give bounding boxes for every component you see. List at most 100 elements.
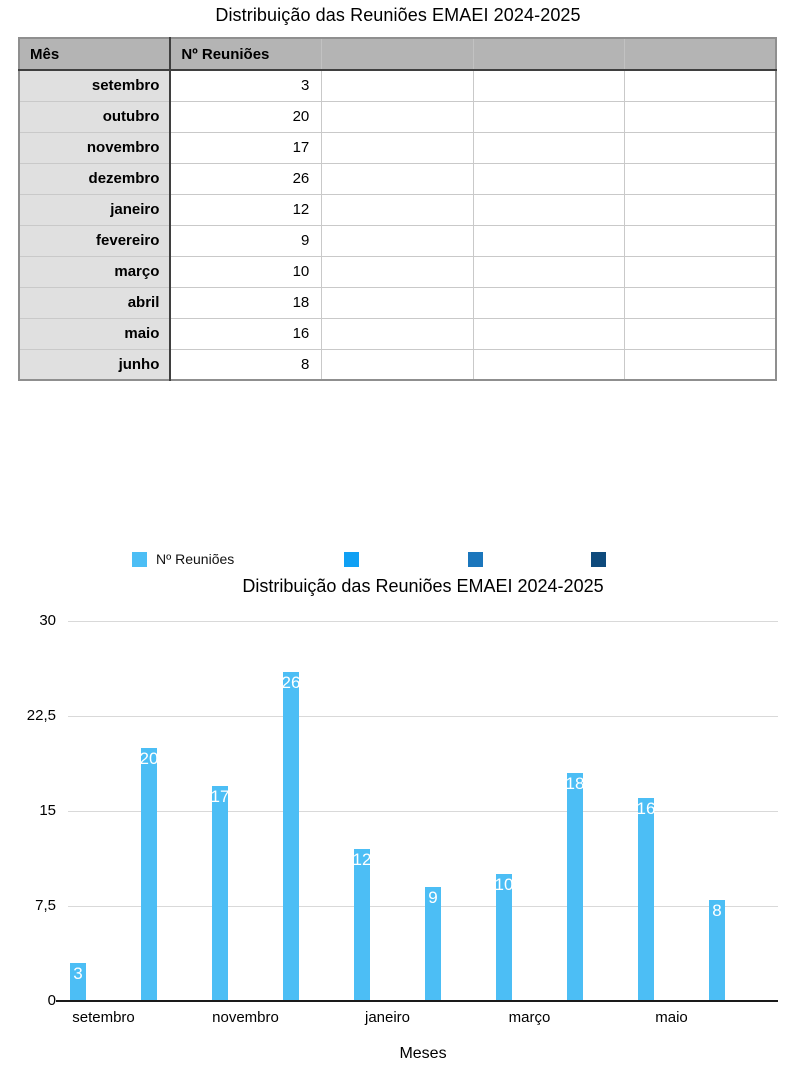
table-row: setembro 3 [18,69,777,102]
header-cell-empty[interactable] [473,38,626,71]
empty-cell[interactable] [624,131,777,164]
bar[interactable] [70,963,86,1001]
empty-cell[interactable] [624,255,777,288]
empty-cell[interactable] [321,255,474,288]
plot-area: 3 20 17 26 12 9 10 18 16 8 [68,621,778,1001]
empty-cell[interactable] [472,255,626,288]
table-row: novembro 17 [18,131,777,164]
legend-swatch[interactable] [468,552,483,567]
empty-cell[interactable] [472,348,626,381]
month-cell[interactable]: abril [18,286,172,319]
empty-cell[interactable] [472,224,626,257]
bar[interactable] [212,786,228,1001]
month-cell[interactable]: junho [18,348,172,381]
y-tick-label: 0 [47,992,56,1009]
empty-cell[interactable] [624,224,777,257]
y-tick-label: 22,5 [26,707,56,724]
x-tick-label: janeiro [364,1009,411,1026]
empty-cell[interactable] [321,317,474,350]
count-cell[interactable]: 26 [169,162,323,195]
bar[interactable] [709,900,725,1001]
empty-cell[interactable] [321,193,474,226]
empty-cell[interactable] [472,162,626,195]
bar[interactable] [354,849,370,1001]
x-tick-label: maio [655,1009,688,1026]
bar[interactable] [638,798,654,1001]
count-cell[interactable]: 9 [169,224,323,257]
count-cell[interactable]: 16 [169,317,323,350]
y-tick-label: 30 [39,612,56,629]
bar[interactable] [425,887,441,1001]
data-table: Mês Nº Reuniões setembro 3 outubro 20 novemb… [18,37,777,381]
table-row: janeiro 12 [18,193,777,226]
table-row: abril 18 [18,286,777,319]
header-cell-empty[interactable] [624,38,777,71]
y-tick-label: 15 [39,802,56,819]
month-cell[interactable]: maio [18,317,172,350]
count-cell[interactable]: 12 [169,193,323,226]
bar[interactable] [567,773,583,1001]
legend-swatch[interactable] [132,552,147,567]
count-cell[interactable]: 20 [169,100,323,133]
legend-label: Nº Reuniões [156,551,235,567]
x-axis-title: Meses [399,1045,447,1062]
empty-cell[interactable] [624,193,777,226]
x-axis-line [56,1000,778,1002]
month-cell[interactable]: março [18,255,172,288]
table-row: fevereiro 9 [18,224,777,257]
y-tick-label: 7,5 [35,897,56,914]
count-cell[interactable]: 18 [169,286,323,319]
month-cell[interactable]: dezembro [18,162,172,195]
empty-cell[interactable] [472,69,626,102]
table-body: setembro 3 outubro 20 novembro 17 dezembro 26 ja… [18,69,777,381]
empty-cell[interactable] [472,131,626,164]
empty-cell[interactable] [624,286,777,319]
x-tick-label: setembro [72,1009,135,1026]
empty-cell[interactable] [624,69,777,102]
x-tick-label: março [508,1009,551,1026]
count-cell[interactable]: 10 [169,255,323,288]
legend-swatch[interactable] [591,552,606,567]
month-cell[interactable]: setembro [18,69,172,102]
empty-cell[interactable] [321,100,474,133]
header-cell-reunioes[interactable]: Nº Reuniões [170,38,323,71]
empty-cell[interactable] [321,131,474,164]
month-cell[interactable]: janeiro [18,193,172,226]
header-cell-empty[interactable] [321,38,474,71]
month-cell[interactable]: fevereiro [18,224,172,257]
month-cell[interactable]: outubro [18,100,172,133]
empty-cell[interactable] [321,224,474,257]
empty-cell[interactable] [472,193,626,226]
table-row: outubro 20 [18,100,777,133]
empty-cell[interactable] [321,348,474,381]
empty-cell[interactable] [472,286,626,319]
empty-cell[interactable] [472,100,626,133]
empty-cell[interactable] [321,286,474,319]
count-cell[interactable]: 3 [169,69,323,102]
empty-cell[interactable] [624,317,777,350]
empty-cell[interactable] [624,100,777,133]
gridline [68,716,778,717]
empty-cell[interactable] [472,317,626,350]
bar[interactable] [283,672,299,1001]
bar[interactable] [141,748,157,1001]
count-cell[interactable]: 17 [169,131,323,164]
table-row: junho 8 [18,348,777,381]
bar[interactable] [496,874,512,1001]
page-title: Distribuição das Reuniões EMAEI 2024-202… [215,5,581,25]
header-cell-mes[interactable]: Mês [19,38,172,71]
gridline [68,811,778,812]
month-cell[interactable]: novembro [18,131,172,164]
legend-swatch[interactable] [344,552,359,567]
count-cell[interactable]: 8 [169,348,323,381]
empty-cell[interactable] [624,162,777,195]
table-row: março 10 [18,255,777,288]
table-row: maio 16 [18,317,777,350]
empty-cell[interactable] [624,348,777,381]
empty-cell[interactable] [321,69,474,102]
gridline [68,621,778,622]
table-row: dezembro 26 [18,162,777,195]
empty-cell[interactable] [321,162,474,195]
gridline [68,906,778,907]
